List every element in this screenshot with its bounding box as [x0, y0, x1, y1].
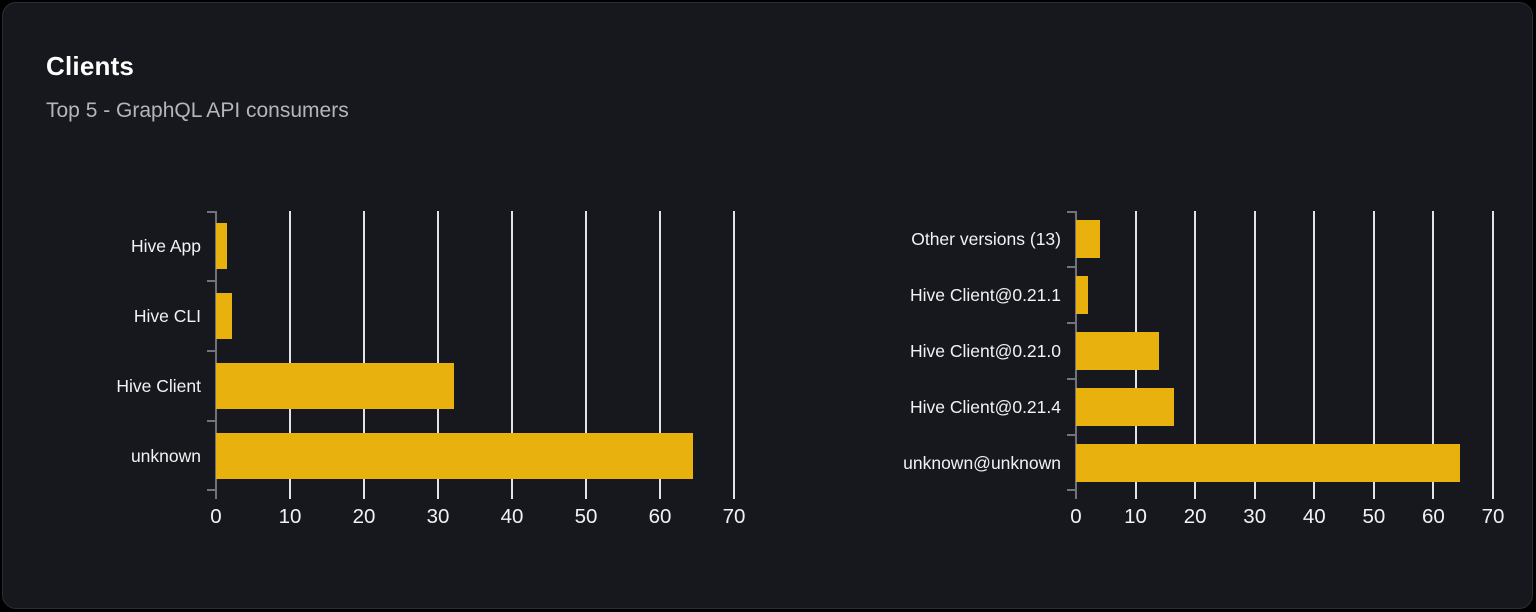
y-axis-labels: Other versions (13) Hive Client@0.21.1 Hiv… — [771, 211, 1076, 491]
category-label: Hive CLI — [133, 305, 201, 326]
y-axis-tick — [1067, 211, 1075, 213]
y-axis-tick — [207, 420, 215, 422]
x-axis-labels: 0 10 20 30 40 50 60 70 — [1070, 505, 1504, 535]
x-tick-label: 60 — [648, 505, 672, 528]
grid-line — [289, 211, 291, 499]
grid-line — [363, 211, 365, 499]
x-tick-label: 0 — [1070, 505, 1082, 528]
y-axis-tick — [1067, 489, 1075, 491]
x-tick-label: 10 — [1124, 505, 1147, 528]
grid-line — [1432, 211, 1435, 499]
category-label: Hive Client@0.21.1 — [909, 284, 1061, 305]
category-label: Hive Client — [116, 375, 201, 396]
bar-other-versions-13-[interactable] — [1076, 220, 1101, 258]
grid-line — [585, 211, 587, 499]
x-tick-label: 70 — [1481, 505, 1505, 528]
bar-hive-client-0-21-4[interactable] — [1076, 388, 1175, 426]
x-tick-label: 50 — [574, 505, 598, 528]
bar-hive-client-0-21-1[interactable] — [1076, 276, 1088, 314]
bar-unknown-unknown[interactable] — [1076, 444, 1461, 482]
plot-area: 0 10 20 30 40 50 60 70 — [207, 211, 745, 528]
category-label: Other versions (13) — [911, 228, 1061, 249]
y-axis-tick — [207, 489, 215, 491]
x-tick-label: 40 — [500, 505, 524, 528]
y-axis-tick — [207, 211, 215, 213]
grid-line — [659, 211, 661, 499]
category-label: unknown@unknown — [903, 452, 1061, 473]
grid-line — [1313, 211, 1316, 499]
x-tick-label: 10 — [278, 505, 302, 528]
bar-unknown[interactable] — [216, 433, 693, 479]
grid-line — [437, 211, 439, 499]
x-tick-label: 30 — [1243, 505, 1267, 528]
bar-hive-client[interactable] — [216, 363, 454, 409]
card-title: Clients — [46, 51, 135, 81]
category-label: unknown — [130, 445, 201, 466]
x-tick-label: 60 — [1422, 505, 1445, 528]
x-tick-label: 20 — [1183, 505, 1207, 528]
y-axis-tick — [1067, 434, 1075, 436]
chart-top-client-versions: Other versions (13) Hive Client@0.21.1 Hiv… — [771, 211, 1504, 528]
y-axis-tick — [1067, 378, 1075, 380]
x-tick-label: 70 — [722, 505, 746, 528]
y-axis-tick — [207, 350, 215, 352]
grid-line — [1492, 211, 1494, 499]
bar-hive-app[interactable] — [216, 223, 228, 269]
y-axis-tick — [1067, 266, 1075, 268]
category-label: Hive Client@0.21.4 — [909, 396, 1061, 417]
x-axis-labels: 0 10 20 30 40 50 60 70 — [210, 505, 745, 535]
plot-area: 0 10 20 30 40 50 60 70 — [1067, 211, 1504, 528]
x-tick-label: 20 — [352, 505, 376, 528]
grid-line — [1194, 211, 1197, 499]
grid-line — [1253, 211, 1256, 499]
grid-line — [511, 211, 513, 499]
y-axis-tick — [207, 280, 215, 282]
x-tick-label: 0 — [210, 505, 222, 528]
y-axis-tick — [1067, 322, 1075, 324]
grid-line — [1372, 211, 1375, 499]
y-axis-labels: Hive App Hive CLI Hive Client unknown — [46, 211, 216, 491]
bar-hive-client-0-21-0[interactable] — [1076, 332, 1159, 370]
bar-hive-cli[interactable] — [216, 293, 233, 339]
x-tick-label: 50 — [1362, 505, 1386, 528]
chart-top-clients: Hive App Hive CLI Hive Client unknown 0 10 20… — [46, 211, 745, 528]
grid-line — [733, 211, 735, 499]
y-axis-line — [215, 211, 217, 499]
category-label: Hive App — [130, 235, 201, 256]
x-tick-label: 30 — [426, 505, 450, 528]
card-subtitle: Top 5 - GraphQL API consumers — [46, 99, 349, 122]
category-label: Hive Client@0.21.0 — [909, 340, 1061, 361]
x-tick-label: 40 — [1302, 505, 1326, 528]
